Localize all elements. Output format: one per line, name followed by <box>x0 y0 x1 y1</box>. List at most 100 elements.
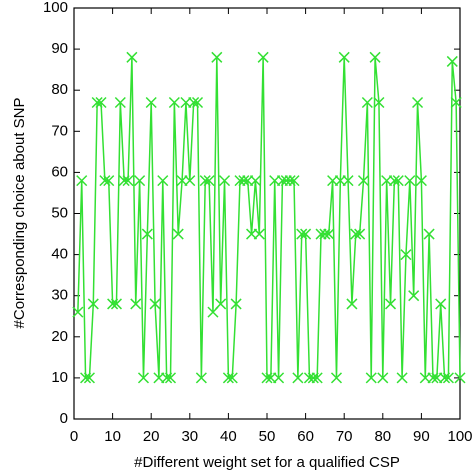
point-marker <box>439 372 451 384</box>
point-marker <box>400 249 412 261</box>
point-marker <box>346 298 358 310</box>
point-marker <box>384 298 397 310</box>
x-tick-label: 10 <box>104 428 121 445</box>
y-tick-label: 60 <box>51 163 68 180</box>
point-marker <box>357 175 370 187</box>
point-marker <box>354 228 366 240</box>
point-marker <box>87 298 99 310</box>
point-marker <box>392 175 404 187</box>
y-tick-label: 40 <box>51 246 68 263</box>
point-marker <box>211 51 223 63</box>
x-axis-label: #Different weight set for a qualified CS… <box>134 454 400 471</box>
point-marker <box>396 372 408 384</box>
point-marker <box>350 228 362 240</box>
point-marker <box>215 298 227 310</box>
x-tick-label: 70 <box>336 428 353 445</box>
point-marker <box>161 372 173 384</box>
point-marker <box>408 290 420 302</box>
x-tick-label: 100 <box>447 428 472 445</box>
point-marker <box>188 96 200 109</box>
point-marker <box>114 96 126 109</box>
point-marker <box>199 175 211 187</box>
point-marker <box>296 228 308 240</box>
point-marker <box>191 96 204 109</box>
point-marker <box>450 96 462 109</box>
point-marker <box>107 298 119 310</box>
point-marker <box>311 372 323 384</box>
point-marker <box>164 372 177 384</box>
point-marker <box>110 298 122 310</box>
point-marker <box>361 96 373 109</box>
point-marker <box>168 96 180 109</box>
point-marker <box>342 175 354 187</box>
point-marker <box>319 228 331 240</box>
point-marker <box>126 51 138 63</box>
x-tick-label: 30 <box>181 428 198 445</box>
point-marker <box>404 175 416 187</box>
y-tick-label: 30 <box>51 287 68 304</box>
point-marker <box>253 228 265 240</box>
point-marker <box>219 175 231 187</box>
point-marker <box>300 228 312 240</box>
y-tick-label: 90 <box>51 40 68 57</box>
y-tick-label: 80 <box>51 81 68 98</box>
y-tick-label: 0 <box>60 410 68 427</box>
y-tick-label: 70 <box>51 122 68 139</box>
point-marker <box>435 298 447 310</box>
y-tick-label: 10 <box>51 369 68 386</box>
point-marker <box>226 372 238 384</box>
point-marker <box>83 372 95 384</box>
x-tick-label: 20 <box>143 428 160 445</box>
point-marker <box>230 298 242 310</box>
point-marker <box>373 96 385 109</box>
point-marker <box>80 372 92 384</box>
point-marker <box>273 372 285 384</box>
point-marker <box>365 372 377 384</box>
x-tick-label: 80 <box>374 428 391 445</box>
y-axis-label: #Corresponding choice about SNP <box>11 98 28 329</box>
point-marker <box>195 372 207 384</box>
point-marker <box>145 96 157 109</box>
point-marker <box>72 306 84 318</box>
point-marker <box>130 298 142 310</box>
point-marker <box>137 372 150 384</box>
point-marker <box>95 96 107 109</box>
point-marker <box>122 175 134 187</box>
point-marker <box>99 175 111 187</box>
point-marker <box>261 372 273 384</box>
point-marker <box>157 175 169 187</box>
y-tick-label: 20 <box>51 328 68 345</box>
point-marker <box>288 175 300 187</box>
point-marker <box>412 96 424 109</box>
point-marker <box>284 175 296 187</box>
point-marker <box>172 228 184 240</box>
point-marker <box>442 372 454 384</box>
point-marker <box>307 372 319 384</box>
x-tick-label: 50 <box>259 428 276 445</box>
point-marker <box>222 372 234 384</box>
point-marker <box>118 175 130 187</box>
series-line <box>77 57 461 379</box>
point-marker <box>388 175 400 187</box>
point-marker <box>91 96 103 109</box>
point-marker <box>454 372 466 384</box>
point-marker <box>338 51 350 63</box>
y-tick-label: 100 <box>43 0 68 16</box>
point-marker <box>369 51 381 63</box>
point-marker <box>292 372 304 384</box>
point-marker <box>415 175 427 187</box>
point-marker <box>103 175 115 187</box>
point-marker <box>134 175 146 187</box>
point-marker <box>149 298 161 310</box>
point-marker <box>249 175 261 187</box>
x-tick-label: 60 <box>297 428 314 445</box>
point-marker <box>184 175 196 187</box>
x-tick-label: 90 <box>413 428 430 445</box>
point-marker <box>238 175 250 187</box>
point-marker <box>257 51 269 63</box>
y-tick-label: 50 <box>51 204 68 221</box>
point-marker <box>323 228 335 240</box>
point-marker <box>423 228 435 240</box>
point-marker <box>377 372 389 384</box>
